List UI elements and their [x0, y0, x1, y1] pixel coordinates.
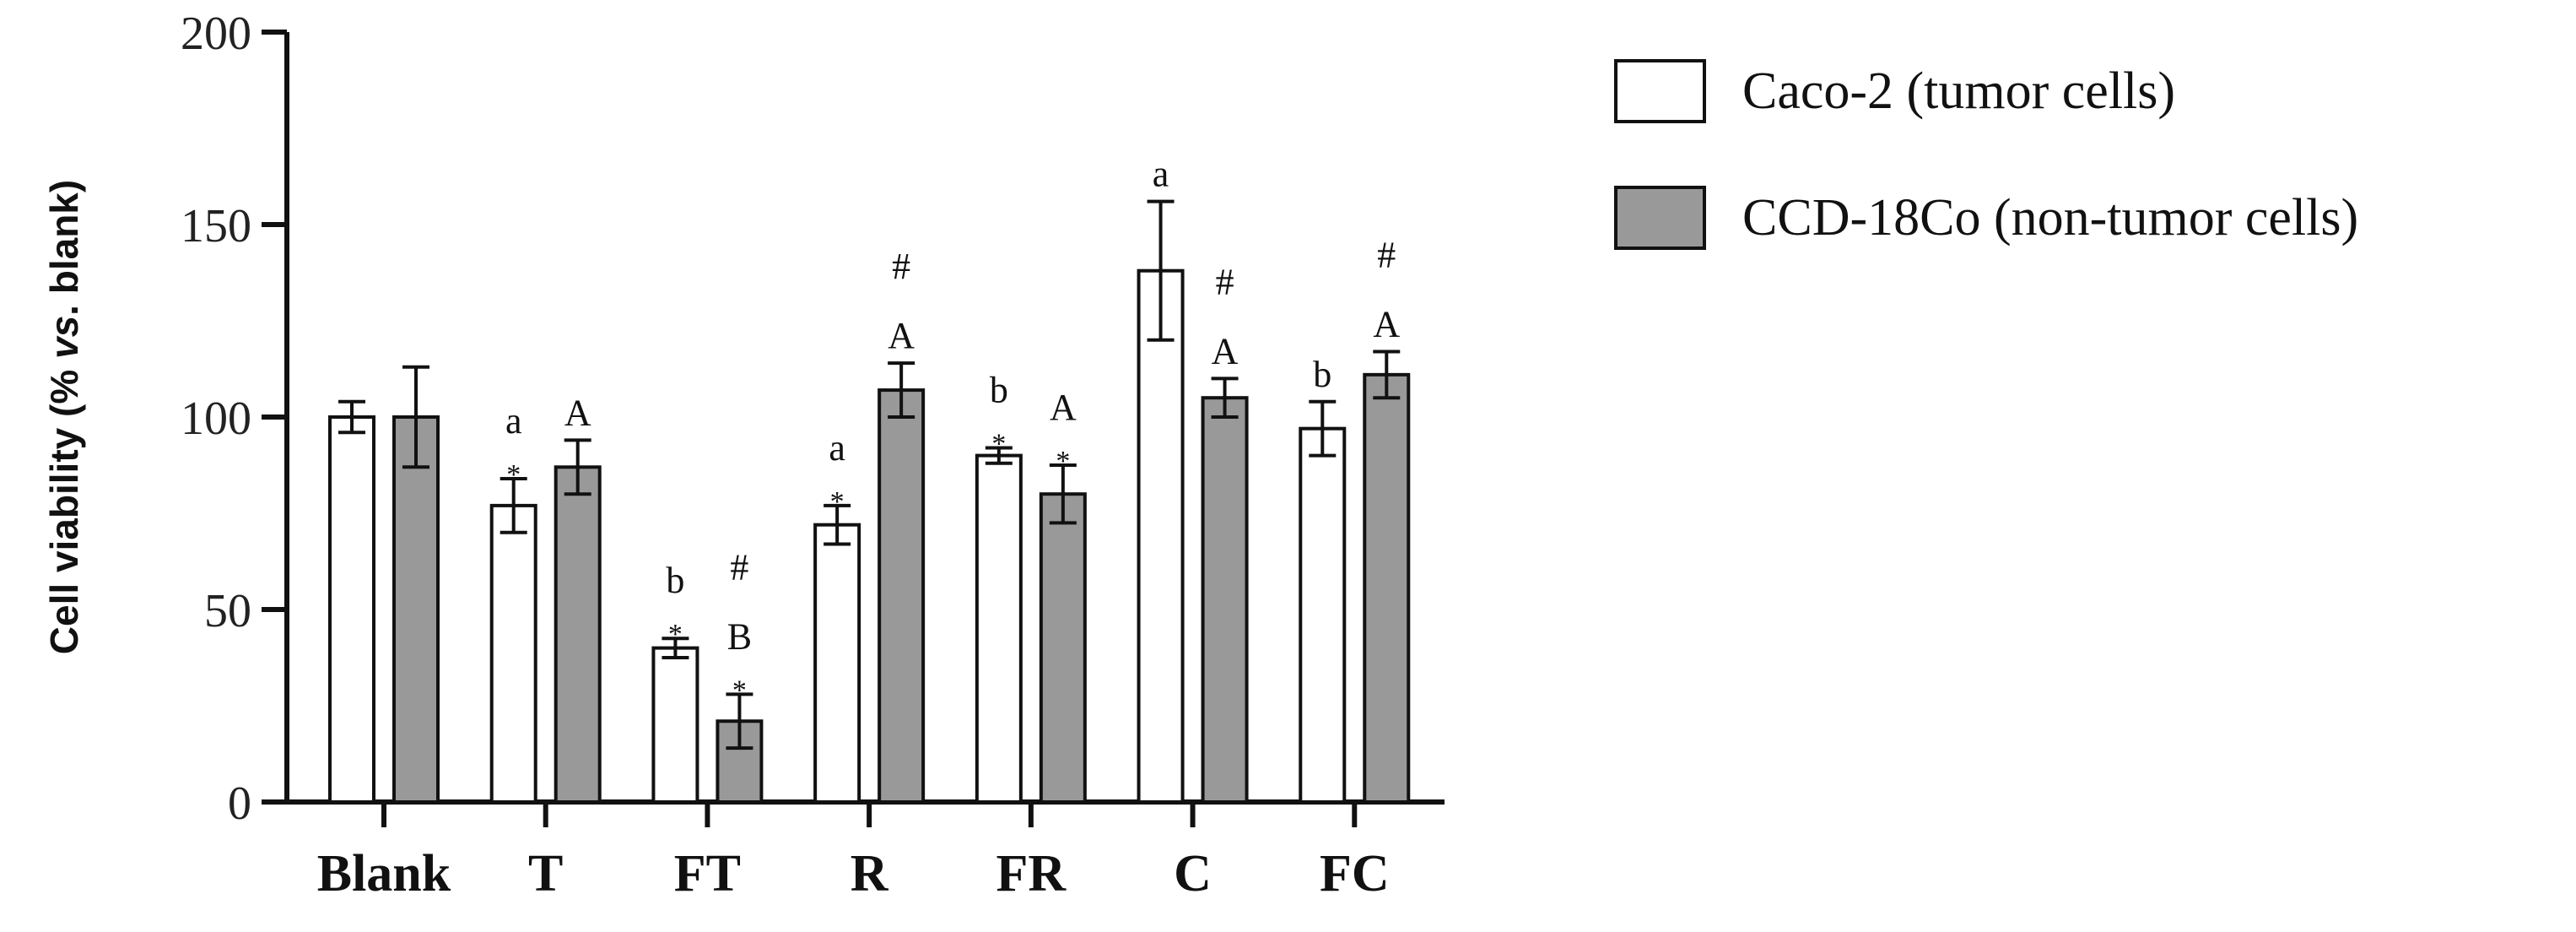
bar: [1137, 268, 1185, 805]
y-axis-label-part: vs: [42, 316, 86, 359]
bar: [1363, 372, 1411, 804]
legend-label: Caco-2 (tumor cells): [1742, 62, 2175, 120]
bar: [328, 415, 375, 804]
group-letter: b: [666, 560, 684, 601]
group-letter: b: [1313, 354, 1331, 395]
x-tick-label: FR: [996, 845, 1067, 902]
annotations: * a A * b * B # * a A # * b * Aa A # b A #: [505, 154, 1400, 707]
significance-star: *: [991, 428, 1006, 459]
y-tick-label: 0: [228, 778, 251, 830]
x-tick-label: C: [1174, 845, 1212, 902]
bars: [328, 199, 1411, 805]
group-letter: a: [1153, 154, 1169, 195]
significance-star: *: [1056, 446, 1070, 477]
y-tick-label: 100: [181, 393, 251, 445]
bar: [1039, 492, 1087, 804]
group-letter: A: [564, 392, 591, 433]
hash-mark: #: [730, 546, 748, 588]
y-axis-label-part: Cell viability (%: [42, 359, 86, 654]
bar: [813, 523, 861, 804]
axes: 0 50 100 150 200 Blank T FT R FR C FC: [181, 8, 1445, 902]
bar: [1299, 426, 1347, 804]
group-letter: A: [1050, 387, 1077, 428]
legend-label: CCD-18Co (non-tumor cells): [1742, 189, 2358, 247]
legend-swatch: [1614, 59, 1706, 123]
significance-star: *: [732, 675, 747, 706]
x-tick-label: Blank: [317, 845, 451, 902]
legend-swatch: [1614, 186, 1706, 250]
y-axis-label: Cell viability (% vs. blank): [42, 180, 86, 654]
y-tick-label: 50: [204, 585, 251, 637]
group-letter: B: [727, 615, 752, 657]
group-letter: A: [1373, 303, 1400, 344]
y-tick-label: 200: [181, 8, 251, 60]
bar: [1201, 396, 1249, 804]
group-letter: b: [990, 369, 1008, 410]
bar: [975, 453, 1023, 804]
bar: [878, 388, 926, 804]
significance-star: *: [668, 619, 683, 650]
hash-mark: #: [1377, 234, 1396, 275]
x-tick-label: FT: [674, 845, 741, 902]
bar: [554, 465, 602, 805]
group-letter: A: [1212, 330, 1239, 371]
y-tick-label: 150: [181, 200, 251, 252]
bar: [489, 503, 537, 804]
y-axis-label-part: . blank): [42, 180, 86, 316]
group-letter: A: [888, 315, 915, 356]
x-tick-label: FC: [1320, 845, 1390, 902]
group-letter: a: [829, 427, 845, 469]
group-letter: a: [505, 400, 522, 442]
x-tick-label: R: [851, 845, 889, 902]
hash-mark: #: [1216, 261, 1234, 302]
hash-mark: #: [892, 246, 910, 287]
significance-star: *: [830, 486, 845, 517]
bar: [392, 415, 440, 804]
bar: [651, 646, 699, 804]
x-tick-label: T: [528, 845, 563, 902]
legend: Caco-2 (tumor cells) CCD-18Co (non-tumor …: [1614, 59, 2358, 250]
significance-star: *: [506, 459, 521, 490]
